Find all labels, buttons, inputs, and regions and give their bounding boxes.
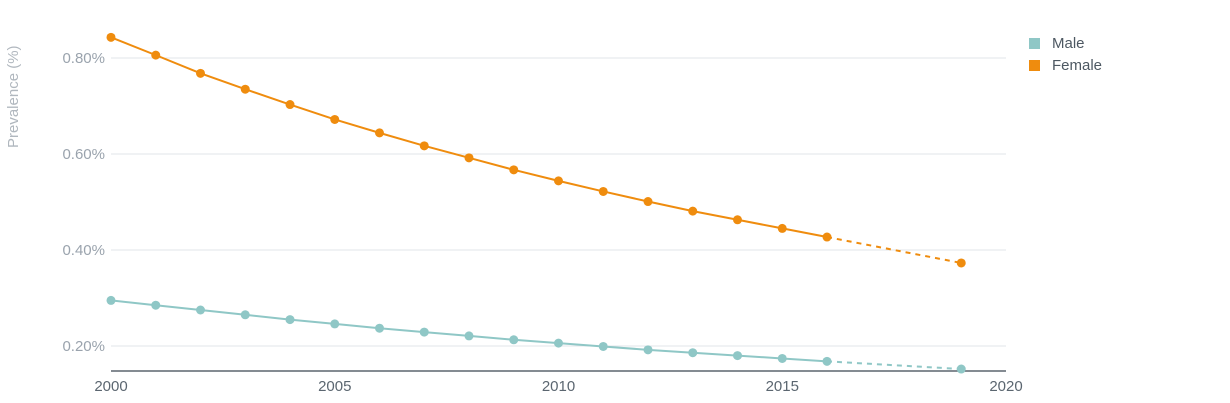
- data-point[interactable]: [285, 100, 295, 110]
- legend-swatch: [1029, 60, 1040, 71]
- data-point[interactable]: [330, 114, 340, 124]
- y-axis-label: Prevalence (%): [5, 45, 22, 148]
- y-axis-ticks: 0.20% 0.40% 0.60% 0.80%: [62, 50, 105, 355]
- data-point[interactable]: [509, 335, 519, 345]
- data-point[interactable]: [240, 310, 250, 320]
- x-tick-label: 2020: [989, 378, 1022, 395]
- data-point[interactable]: [688, 348, 698, 358]
- data-point[interactable]: [285, 315, 295, 325]
- x-tick-label: 2015: [766, 378, 799, 395]
- x-axis-ticks: 2000 2005 2010 2015 2020: [94, 378, 1022, 395]
- data-point[interactable]: [464, 331, 474, 341]
- series-female: [106, 32, 966, 268]
- y-tick-label: 0.60%: [62, 146, 105, 163]
- data-point[interactable]: [777, 353, 787, 363]
- y-tick-label: 0.20%: [62, 338, 105, 355]
- series-male: [106, 295, 966, 374]
- legend-label: Female: [1052, 57, 1102, 74]
- data-point[interactable]: [688, 206, 698, 216]
- data-point[interactable]: [598, 341, 608, 351]
- legend: Male Female: [1029, 35, 1102, 74]
- x-tick-label: 2005: [318, 378, 351, 395]
- data-point[interactable]: [106, 32, 116, 42]
- data-point[interactable]: [733, 215, 742, 225]
- data-point[interactable]: [419, 141, 429, 151]
- data-point[interactable]: [598, 186, 608, 196]
- series-projection-line: [826, 360, 962, 371]
- data-point[interactable]: [375, 323, 384, 333]
- data-point[interactable]: [240, 84, 250, 94]
- data-point[interactable]: [777, 223, 787, 233]
- series-projection-line: [826, 236, 962, 264]
- legend-label: Male: [1052, 35, 1085, 52]
- data-point[interactable]: [643, 197, 653, 207]
- data-point[interactable]: [464, 153, 474, 163]
- x-tick-label: 2010: [542, 378, 575, 395]
- data-point[interactable]: [822, 232, 832, 242]
- data-point[interactable]: [822, 356, 832, 366]
- data-point[interactable]: [733, 351, 742, 361]
- data-point[interactable]: [419, 327, 429, 337]
- data-point[interactable]: [643, 345, 653, 355]
- data-point[interactable]: [151, 50, 161, 60]
- data-point[interactable]: [106, 295, 116, 305]
- data-point[interactable]: [509, 165, 519, 175]
- data-point[interactable]: [956, 258, 966, 268]
- data-point[interactable]: [196, 305, 205, 315]
- data-point[interactable]: [151, 300, 161, 310]
- legend-swatch: [1029, 38, 1040, 49]
- series-group: [106, 32, 966, 374]
- data-point[interactable]: [956, 364, 966, 374]
- data-point[interactable]: [554, 338, 563, 348]
- data-point[interactable]: [196, 68, 205, 78]
- y-tick-label: 0.80%: [62, 50, 105, 67]
- x-tick-label: 2000: [94, 378, 127, 395]
- series-line: [110, 299, 828, 363]
- data-point[interactable]: [554, 176, 563, 186]
- grid-lines: [111, 57, 1006, 347]
- data-point[interactable]: [375, 128, 384, 138]
- data-point[interactable]: [330, 319, 340, 329]
- y-tick-label: 0.40%: [62, 242, 105, 259]
- series-line: [110, 36, 828, 239]
